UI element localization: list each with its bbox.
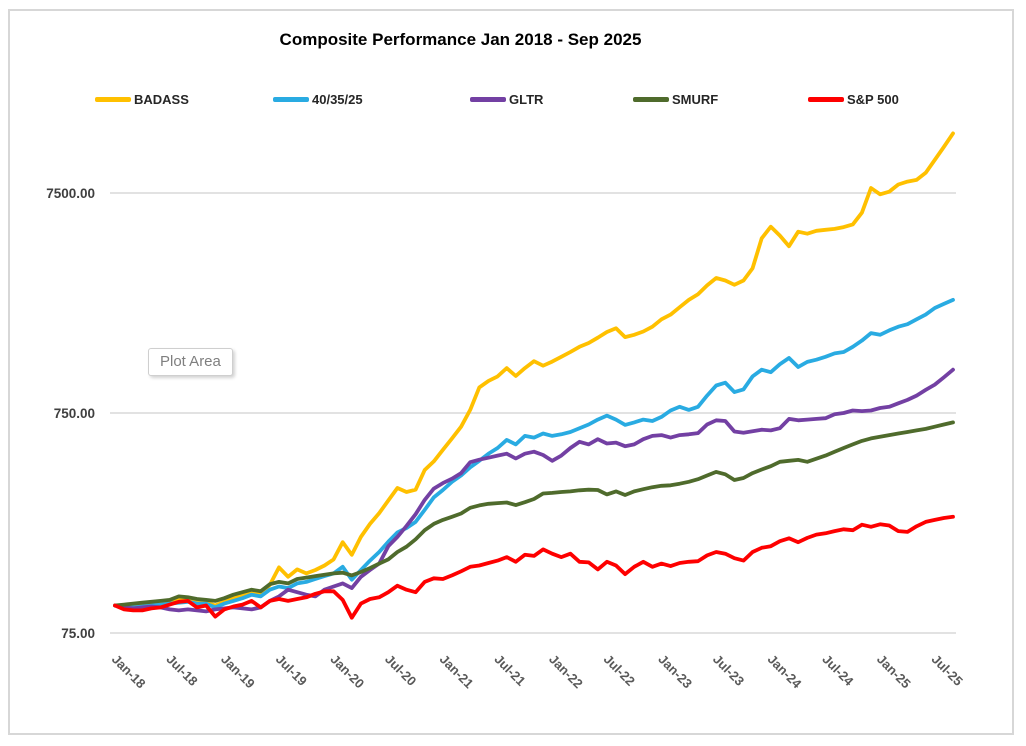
legend-swatch-s-p-500	[808, 97, 844, 102]
legend-item-gltr[interactable]: GLTR	[470, 92, 543, 107]
legend-swatch-smurf	[633, 97, 669, 102]
legend-swatch-gltr	[470, 97, 506, 102]
legend-item-s-p-500[interactable]: S&P 500	[808, 92, 899, 107]
series-line-smurf[interactable]	[113, 420, 955, 608]
x-axis-tick-label: Jan-18	[109, 652, 149, 692]
legend-swatch-40-35-25	[273, 97, 309, 102]
x-axis-tick-label: Jul-18	[164, 652, 201, 689]
plot-area-tooltip: Plot Area	[148, 348, 233, 376]
legend-item-40-35-25[interactable]: 40/35/25	[273, 92, 363, 107]
legend-label: S&P 500	[847, 92, 899, 107]
legend-label: BADASS	[134, 92, 189, 107]
y-axis-tick-label: 75.00	[61, 626, 95, 641]
x-axis-tick-label: Jul-24	[819, 652, 857, 690]
x-axis-tick-label: Jan-22	[546, 652, 586, 692]
legend-label: SMURF	[672, 92, 719, 107]
chart-title: Composite Performance Jan 2018 - Sep 202…	[279, 30, 642, 49]
legend-item-badass[interactable]: BADASS	[95, 92, 189, 107]
legend-label: 40/35/25	[312, 92, 363, 107]
x-axis-tick-label: Jul-20	[382, 652, 419, 689]
x-axis-tick-label: Jul-22	[601, 652, 638, 689]
y-axis-tick-label: 750.00	[54, 406, 95, 421]
x-axis-tick-label: Jan-25	[874, 652, 914, 692]
legend-item-smurf[interactable]: SMURF	[633, 92, 718, 107]
series-line-40-35-25[interactable]	[113, 297, 955, 610]
x-axis-tick-label: Jan-19	[218, 652, 258, 692]
x-axis-tick-label: Jul-23	[710, 652, 747, 689]
x-axis-tick-label: Jan-24	[765, 652, 805, 692]
x-axis-tick-label: Jul-19	[273, 652, 310, 689]
y-axis-tick-label: 7500.00	[46, 186, 95, 201]
x-axis-tick-label: Jul-21	[491, 652, 528, 689]
series-line-s-p-500[interactable]	[113, 514, 955, 620]
x-axis-tick-label: Jul-25	[929, 652, 966, 689]
x-axis-tick-label: Jan-20	[327, 652, 367, 692]
legend-swatch-badass	[95, 97, 131, 102]
series-line-badass[interactable]	[113, 131, 955, 610]
series-line-gltr[interactable]	[113, 367, 955, 614]
x-axis-tick-label: Jan-23	[655, 652, 695, 692]
legend-label: GLTR	[509, 92, 544, 107]
x-axis-tick-label: Jan-21	[437, 652, 477, 692]
